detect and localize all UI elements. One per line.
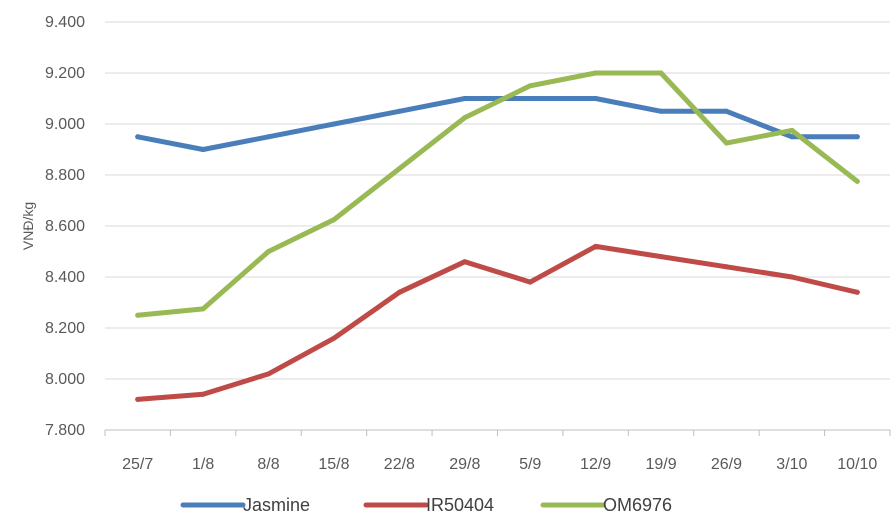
y-axis-ticks: 7.800 8.000 8.200 8.400 8.600 8.800 9.000 9.200… [45, 14, 85, 439]
y-tick-label: 8.200 [45, 320, 85, 337]
data-point [396, 289, 402, 295]
x-tick-label: 25/7 [122, 456, 153, 473]
legend-label: Jasmine [243, 495, 310, 515]
data-point [396, 166, 402, 172]
series-line-ir50404 [135, 243, 860, 402]
x-axis [104, 429, 891, 436]
data-point [462, 96, 468, 101]
data-point [200, 147, 206, 152]
data-point [135, 312, 141, 318]
data-point [658, 108, 664, 114]
data-point [462, 115, 468, 121]
data-point [200, 306, 206, 312]
data-point [266, 371, 272, 377]
data-point [135, 134, 141, 140]
legend-label: IR50404 [426, 495, 494, 515]
data-point [200, 391, 206, 397]
x-tick-label: 10/10 [837, 456, 877, 473]
series-line-om6976 [135, 70, 860, 318]
data-point [331, 217, 337, 223]
y-tick-label: 8.000 [45, 371, 85, 388]
data-point [658, 254, 664, 260]
x-tick-label: 15/8 [318, 456, 349, 473]
data-point [789, 134, 795, 140]
data-point [266, 134, 272, 140]
x-tick-label: 12/9 [580, 456, 611, 473]
data-point [723, 264, 729, 270]
data-point [527, 83, 533, 89]
legend-label: OM6976 [603, 495, 672, 515]
y-tick-label: 7.800 [45, 422, 85, 439]
data-point [593, 70, 599, 76]
x-tick-label: 22/8 [384, 456, 415, 473]
data-point [789, 274, 795, 280]
y-tick-label: 9.000 [45, 116, 85, 133]
y-axis-label: VNĐ/kg [20, 202, 36, 250]
data-point [854, 289, 860, 295]
data-point [593, 243, 599, 249]
data-point [331, 121, 337, 127]
x-tick-label: 26/9 [711, 456, 742, 473]
data-point [789, 127, 795, 133]
legend: Jasmine IR50404 OM6976 [180, 495, 672, 515]
series-line-jasmine [135, 96, 860, 152]
data-point [396, 108, 402, 114]
y-tick-label: 9.200 [45, 65, 85, 82]
data-point [266, 249, 272, 254]
data-point [854, 178, 860, 184]
x-tick-label: 19/9 [645, 456, 676, 473]
x-tick-label: 29/8 [449, 456, 480, 473]
y-tick-label: 8.800 [45, 167, 85, 184]
data-point [527, 96, 533, 101]
y-tick-label: 8.400 [45, 269, 85, 286]
x-tick-label: 1/8 [192, 456, 214, 473]
x-tick-label: 5/9 [519, 456, 541, 473]
data-point [462, 259, 468, 265]
y-tick-label: 9.400 [45, 14, 85, 31]
x-axis-ticks: 25/7 1/8 8/8 15/8 22/8 29/8 5/9 12/9 19/9 26/9 3/1… [122, 456, 877, 473]
data-point [527, 279, 533, 285]
data-point [331, 335, 337, 341]
data-point [658, 70, 664, 76]
data-point [135, 396, 141, 402]
gridlines [105, 21, 890, 380]
x-tick-label: 3/10 [776, 456, 807, 473]
series-lines [135, 70, 860, 402]
data-point [854, 134, 860, 140]
data-point [723, 108, 729, 114]
y-tick-label: 8.600 [45, 218, 85, 235]
x-tick-label: 8/8 [257, 456, 279, 473]
data-point [723, 140, 729, 146]
data-point [593, 96, 599, 101]
